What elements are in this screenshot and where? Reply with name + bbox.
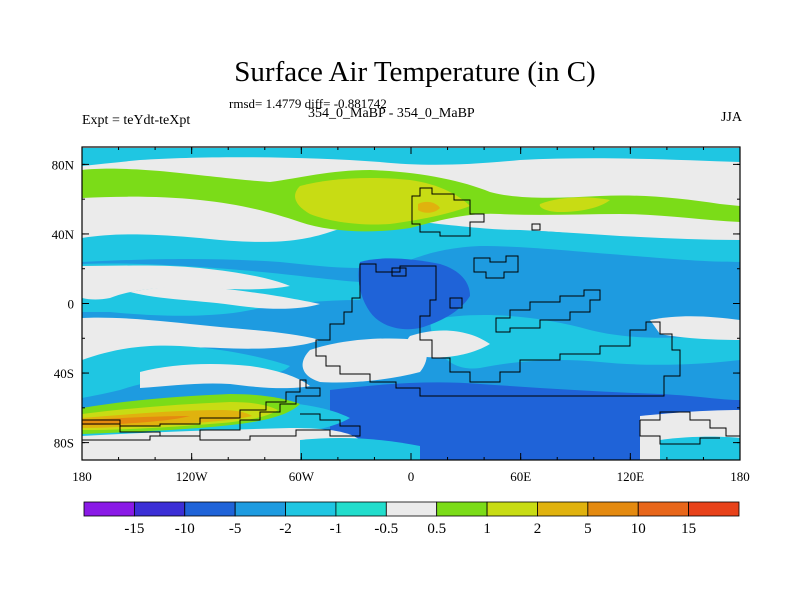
field-s-atlantic-grey bbox=[302, 338, 427, 383]
continent-outlines bbox=[82, 187, 740, 445]
y-tick-label: 80N bbox=[52, 157, 75, 172]
colorbar-label: -5 bbox=[229, 521, 242, 537]
colorbar-swatch bbox=[587, 501, 639, 517]
x-tick-label: 120E bbox=[617, 469, 645, 484]
colorbar-swatch bbox=[234, 501, 286, 517]
colorbar-swatch bbox=[133, 501, 186, 517]
axis-ticks: 180 120W 60W 0 60E 120E 180 80N 40N 0 40S 80S bbox=[52, 147, 750, 484]
y-tick-label: 40N bbox=[52, 227, 75, 242]
field-east-so-cyan bbox=[660, 436, 740, 460]
colorbar-swatch bbox=[688, 501, 740, 517]
x-tick-label: 60W bbox=[289, 469, 315, 484]
colorbar-label: -2 bbox=[279, 521, 292, 537]
colorbar-label: -1 bbox=[330, 521, 343, 537]
continent-southwest-outline bbox=[82, 379, 321, 437]
subtitle-run: 354_0_MaBP - 354_0_MaBP bbox=[308, 106, 475, 121]
field-north-indian-blue bbox=[358, 258, 470, 330]
x-tick-label: 180 bbox=[72, 469, 92, 484]
field-south-pac-grey-2 bbox=[140, 364, 310, 389]
subtitle-stats: rmsd= 1.4779 diff= -0.881742 bbox=[229, 96, 387, 111]
continent-south-pacific-outline bbox=[82, 413, 361, 441]
field-so-cyan-tail bbox=[300, 438, 420, 460]
colorbar-swatch bbox=[637, 501, 690, 517]
colorbar-label: 1 bbox=[483, 521, 491, 537]
colorbar-swatch bbox=[285, 501, 337, 517]
colorbar: -15 -10 -5 -2 -1 -0.5 0.5 1 2 5 10 15 bbox=[83, 501, 740, 537]
x-tick-label: 60E bbox=[510, 469, 531, 484]
colorbar-label: 15 bbox=[681, 521, 696, 537]
continent-small-island-outline bbox=[391, 223, 541, 309]
continent-east-south-outline bbox=[639, 411, 740, 445]
colorbar-label: 10 bbox=[631, 521, 646, 537]
y-tick-label: 80S bbox=[54, 436, 74, 451]
colorbar-swatch bbox=[385, 501, 438, 517]
colorbar-label: 2 bbox=[534, 521, 542, 537]
x-tick-label: 180 bbox=[730, 469, 750, 484]
x-tick-label: 120W bbox=[176, 469, 209, 484]
continent-asia-block-outline bbox=[495, 289, 601, 333]
colorbar-label: -10 bbox=[175, 521, 195, 537]
season-label: JJA bbox=[720, 110, 742, 125]
colorbar-swatch bbox=[83, 501, 135, 517]
field-indian-cyan bbox=[430, 315, 740, 369]
field-south-pac-grey bbox=[82, 317, 320, 380]
colorbar-label: -15 bbox=[124, 521, 144, 537]
field-eq-grey-ribbon-2 bbox=[130, 286, 320, 309]
field-so-deep-orange bbox=[82, 416, 190, 425]
colorbar-swatch bbox=[537, 501, 589, 517]
colorbar-swatch bbox=[436, 501, 488, 517]
continent-gondwana-outline bbox=[315, 263, 681, 397]
field-north-yellow bbox=[295, 178, 470, 225]
field-indian-grey bbox=[407, 330, 490, 358]
colorbar-label: -0.5 bbox=[374, 521, 398, 537]
field-north-yellow-2 bbox=[539, 197, 610, 212]
colorbar-swatch bbox=[486, 501, 538, 517]
field-north-orange-spot bbox=[418, 201, 440, 213]
colorbar-swatch bbox=[184, 501, 236, 517]
x-tick-label: 0 bbox=[408, 469, 415, 484]
y-tick-label: 40S bbox=[54, 366, 74, 381]
field-north-cyan-band bbox=[82, 148, 740, 166]
continent-laurasia-outline bbox=[411, 187, 485, 237]
colorbar-label: 5 bbox=[584, 521, 592, 537]
continent-east-block-outline bbox=[473, 255, 519, 279]
field-eq-grey-ribbon bbox=[82, 265, 290, 300]
colorbar-swatch bbox=[335, 501, 387, 517]
chart-title: Surface Air Temperature (in C) bbox=[234, 56, 596, 88]
experiment-label: Expt = teYdt-teXpt bbox=[82, 113, 191, 128]
field-north-cyan-band-2 bbox=[82, 220, 740, 268]
field-southern-blue bbox=[330, 382, 740, 460]
colorbar-label: 0.5 bbox=[427, 521, 446, 537]
field-layer bbox=[82, 147, 740, 460]
y-tick-label: 0 bbox=[68, 297, 75, 312]
